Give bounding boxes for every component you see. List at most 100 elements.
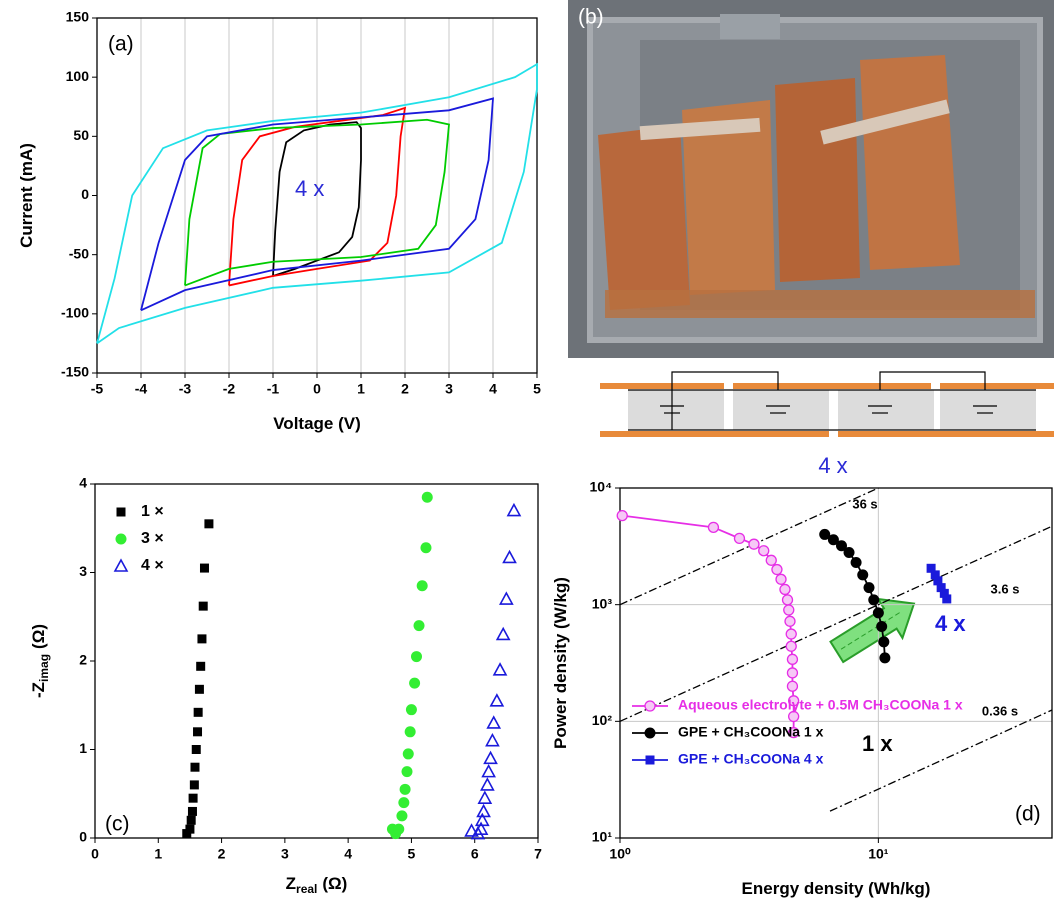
legend-label: 1 × (141, 503, 164, 520)
marker (405, 704, 417, 716)
x-axis-title: Zreal (Ω) (286, 874, 348, 896)
ref-line (619, 487, 879, 606)
x-tick-label: 6 (471, 846, 479, 862)
photo (568, 0, 1054, 358)
plot-frame (96, 17, 538, 374)
y-tick-label: -50 (69, 245, 89, 261)
marker (835, 540, 847, 552)
x-tick-label: 2 (401, 381, 409, 397)
marker (707, 521, 720, 533)
marker (819, 528, 831, 540)
series-line (228, 106, 407, 287)
x-tick-label: 4 (489, 381, 497, 397)
marker (393, 823, 405, 835)
marker (189, 780, 199, 790)
marker (863, 582, 875, 594)
marker (402, 748, 414, 760)
annotation: 1 x (862, 731, 893, 756)
marker (784, 615, 796, 627)
marker (872, 607, 884, 619)
ref-line-label: 36 s (852, 496, 877, 511)
plot-frame (94, 483, 539, 839)
y-tick-label: 1 (79, 740, 87, 756)
marker (926, 563, 936, 573)
legend-label: 3 × (141, 530, 164, 547)
y-tick-label: 150 (66, 9, 90, 25)
marker (785, 628, 797, 640)
x-tick-label: 0 (313, 381, 321, 397)
legend-marker (116, 507, 126, 517)
plot-frame (619, 487, 1053, 839)
marker (785, 640, 797, 652)
marker (190, 762, 200, 772)
marker (779, 583, 791, 596)
marker (194, 684, 204, 694)
marker (781, 594, 794, 606)
marker (787, 695, 800, 707)
x-tick-label: 4 (344, 846, 352, 862)
x-tick-label: 0 (91, 846, 99, 862)
y-tick-label: 2 (79, 652, 87, 668)
marker (786, 667, 799, 679)
marker (786, 680, 799, 692)
marker (413, 620, 425, 632)
x-axis-title-text: Energy density (Wh/kg) (742, 879, 931, 898)
marker (733, 532, 746, 545)
marker (483, 750, 498, 765)
marker (850, 556, 862, 568)
y-tick-label: 0 (81, 186, 89, 202)
marker (879, 652, 891, 664)
x-tick-label: 5 (408, 846, 416, 862)
marker (942, 594, 952, 604)
x-tick-label: -3 (179, 381, 192, 397)
legend-label: Aqueous electrolyte + 0.5M CH₃COONa 1 x (678, 697, 963, 713)
marker (843, 546, 855, 558)
marker (188, 793, 198, 803)
marker (197, 634, 207, 644)
panel-label: (c) (105, 813, 130, 836)
x-tick-label: -1 (267, 381, 280, 397)
y-axis-title-text: Power density (W/kg) (551, 577, 570, 749)
circuit (600, 371, 1054, 437)
marker (485, 732, 500, 747)
marker (476, 803, 491, 818)
marker (474, 812, 490, 827)
x-axis-title: Energy density (Wh/kg) (742, 879, 931, 898)
marker (396, 810, 408, 822)
y-tick-label: 10² (592, 712, 613, 728)
x-tick-label: 7 (534, 846, 542, 862)
marker (939, 588, 949, 598)
legend-label: 4 × (141, 557, 164, 574)
marker (204, 519, 214, 529)
x-tick-label: 3 (445, 381, 453, 397)
x-axis-title: Voltage (V) (273, 414, 361, 433)
marker (765, 554, 777, 566)
legend-marker (644, 727, 656, 739)
y-axis-title-text: Current (mA) (17, 143, 36, 248)
marker (787, 726, 800, 739)
y-tick-label: 10¹ (592, 829, 613, 845)
marker (486, 715, 502, 729)
marker (936, 583, 946, 593)
marker (506, 502, 522, 517)
annotation: 4 x (935, 611, 966, 636)
ref-line (829, 709, 1053, 812)
legend-marker (645, 755, 655, 765)
marker (495, 626, 511, 641)
x-axis-title-sub: real (296, 882, 317, 896)
marker (186, 815, 196, 825)
x-tick-label: 1 (154, 846, 162, 862)
y-axis-title: Power density (W/kg) (551, 577, 570, 749)
y-axis-title-sub: imag (37, 654, 51, 682)
legend-label: GPE + CH₃COONa 1 x (678, 724, 824, 740)
panel-label: (b) (578, 6, 604, 29)
series-line (140, 97, 494, 312)
y-tick-label: 10⁴ (590, 479, 613, 495)
annotation: 4 x (295, 176, 324, 201)
marker (193, 727, 203, 737)
x-axis-title-text: Voltage (V) (273, 414, 361, 433)
y-tick-label: 10³ (592, 595, 613, 611)
series-line (184, 118, 450, 287)
marker (787, 710, 800, 723)
